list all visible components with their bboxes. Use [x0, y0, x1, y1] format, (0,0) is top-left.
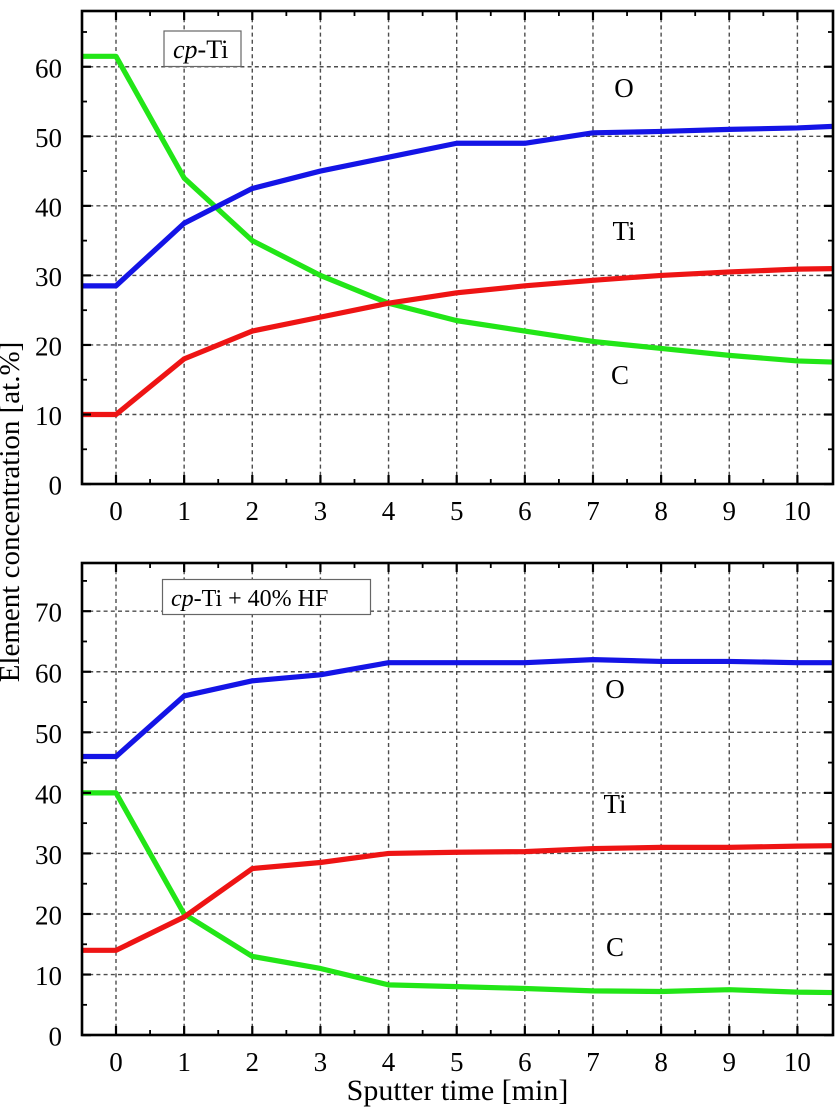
svg-text:O: O: [605, 674, 625, 704]
svg-text:8: 8: [654, 1047, 668, 1077]
svg-text:1: 1: [177, 496, 191, 526]
svg-text:40: 40: [35, 779, 62, 809]
svg-text:5: 5: [450, 496, 464, 526]
svg-text:Element concentration [at.%]: Element concentration [at.%]: [0, 342, 26, 683]
svg-text:0: 0: [109, 1047, 123, 1077]
svg-text:6: 6: [518, 496, 532, 526]
svg-text:3: 3: [314, 496, 328, 526]
svg-text:4: 4: [382, 1047, 396, 1077]
svg-text:0: 0: [49, 471, 63, 501]
svg-text:0: 0: [109, 496, 123, 526]
svg-text:1: 1: [177, 1047, 191, 1077]
svg-text:10: 10: [784, 496, 811, 526]
svg-text:20: 20: [35, 900, 62, 930]
svg-text:5: 5: [450, 1047, 464, 1077]
svg-text:C: C: [611, 360, 629, 390]
svg-text:C: C: [606, 932, 624, 962]
svg-text:4: 4: [382, 496, 396, 526]
svg-text:20: 20: [35, 331, 62, 361]
svg-text:6: 6: [518, 1047, 532, 1077]
svg-text:60: 60: [35, 53, 62, 83]
svg-text:50: 50: [35, 123, 62, 153]
svg-text:10: 10: [35, 961, 62, 991]
svg-text:8: 8: [654, 496, 668, 526]
svg-text:10: 10: [784, 1047, 811, 1077]
svg-text:2: 2: [246, 1047, 260, 1077]
svg-text:50: 50: [35, 719, 62, 749]
svg-text:cp-Ti: cp-Ti: [173, 35, 228, 64]
svg-text:0: 0: [49, 1022, 63, 1052]
svg-text:9: 9: [723, 1047, 737, 1077]
svg-text:O: O: [614, 73, 634, 103]
svg-text:Ti: Ti: [612, 216, 635, 246]
svg-text:7: 7: [586, 1047, 600, 1077]
svg-text:3: 3: [314, 1047, 328, 1077]
svg-text:70: 70: [35, 598, 62, 628]
svg-text:30: 30: [35, 262, 62, 292]
svg-text:cp-Ti + 40% HF: cp-Ti + 40% HF: [171, 586, 328, 612]
svg-text:60: 60: [35, 658, 62, 688]
svg-text:Ti: Ti: [603, 789, 626, 819]
svg-text:7: 7: [586, 496, 600, 526]
svg-text:40: 40: [35, 192, 62, 222]
svg-text:9: 9: [723, 496, 737, 526]
svg-text:Sputter time [min]: Sputter time [min]: [347, 1074, 569, 1107]
svg-text:30: 30: [35, 840, 62, 870]
svg-text:2: 2: [246, 496, 260, 526]
svg-text:10: 10: [35, 401, 62, 431]
